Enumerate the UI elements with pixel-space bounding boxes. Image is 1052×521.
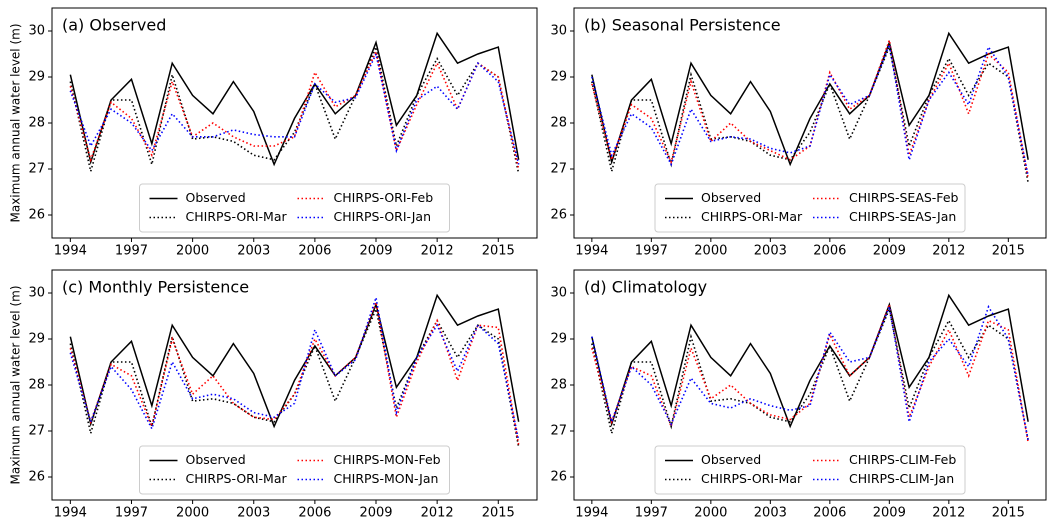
x-tick-label: 2003	[237, 506, 270, 521]
panel: 26 27 28 29 30 1994 1997 2000 2003 2006 2009 2012 20…	[550, 269, 1047, 521]
x-tick-label: 1997	[635, 506, 668, 521]
panel: 26 27 28 29 30 1994 1997 2000 2003 2006 2009 2012 20…	[9, 7, 538, 259]
y-tick-label: 27	[28, 424, 45, 439]
x-tick-label: 2006	[298, 244, 331, 259]
y-tick-label: 28	[28, 378, 45, 393]
x-tick-label: 2003	[237, 244, 270, 259]
panel-title: (c) Monthly Persistence	[62, 278, 249, 297]
y-tick-label: 29	[550, 332, 567, 347]
y-tick-label: 29	[28, 332, 45, 347]
series-line	[591, 306, 1029, 441]
x-tick-label: 2015	[482, 506, 515, 521]
y-tick-label: 29	[550, 70, 567, 85]
y-axis-label: Maximum annual water level (m)	[9, 23, 23, 222]
x-tick-label: 2000	[694, 244, 727, 259]
x-tick-label: 1997	[635, 244, 668, 259]
x-tick-label: 2015	[992, 506, 1025, 521]
series-line	[69, 297, 520, 441]
legend-label: CHIRPS-ORI-Jan	[334, 209, 432, 224]
series-line	[591, 31, 1029, 167]
y-tick-label: 28	[28, 116, 45, 131]
x-tick-label: 1994	[54, 506, 87, 521]
legend-label: CHIRPS-MON-Jan	[334, 471, 439, 486]
x-tick-label: 2006	[813, 506, 846, 521]
y-axis-label: Maximum annual water level (m)	[9, 285, 23, 484]
legend-box	[654, 183, 966, 233]
panel-title: (a) Observed	[62, 16, 166, 35]
x-tick-label: 1997	[115, 506, 148, 521]
y-tick-label: 30	[550, 286, 567, 301]
legend-label: CHIRPS-ORI-Mar	[701, 209, 803, 224]
legend-label: CHIRPS-ORI-Feb	[334, 190, 434, 205]
x-tick-label: 1994	[575, 244, 608, 259]
legend-label: CHIRPS-ORI-Mar	[701, 471, 803, 486]
panel-title: (d) Climatology	[584, 278, 707, 297]
x-tick-label: 2006	[813, 244, 846, 259]
x-tick-label: 1994	[575, 506, 608, 521]
legend-label: Observed	[186, 190, 246, 205]
x-tick-label: 2006	[298, 506, 331, 521]
x-tick-label: 2009	[359, 244, 392, 259]
legend-label: CHIRPS-CLIM-Jan	[849, 471, 954, 486]
x-tick-label: 2015	[992, 244, 1025, 259]
y-tick-label: 30	[550, 24, 567, 39]
legend-label: Observed	[701, 452, 761, 467]
series-line	[591, 41, 1029, 177]
legend-box	[139, 445, 450, 495]
legend-label: CHIRPS-CLIM-Feb	[849, 452, 956, 467]
y-tick-label: 28	[550, 378, 567, 393]
legend-label: CHIRPS-SEAS-Feb	[849, 190, 959, 205]
x-tick-label: 2009	[359, 506, 392, 521]
x-tick-label: 2012	[421, 244, 454, 259]
x-tick-label: 2000	[176, 506, 209, 521]
y-tick-label: 27	[550, 162, 567, 177]
legend-label: Observed	[186, 452, 246, 467]
x-tick-label: 2000	[694, 506, 727, 521]
series-line	[69, 31, 520, 167]
legend-label: CHIRPS-SEAS-Jan	[849, 209, 956, 224]
x-tick-label: 2015	[482, 244, 515, 259]
series-line	[69, 299, 520, 445]
x-tick-label: 2009	[873, 506, 906, 521]
x-tick-label: 1994	[54, 244, 87, 259]
y-tick-label: 26	[28, 470, 45, 485]
y-tick-label: 27	[28, 162, 45, 177]
x-tick-label: 2009	[873, 244, 906, 259]
y-tick-label: 26	[550, 470, 567, 485]
x-tick-label: 2012	[421, 506, 454, 521]
y-tick-label: 29	[28, 70, 45, 85]
x-tick-label: 2012	[932, 244, 965, 259]
y-tick-label: 26	[28, 208, 45, 223]
legend-box	[654, 445, 966, 495]
x-tick-label: 2000	[176, 244, 209, 259]
panel-title: (b) Seasonal Persistence	[584, 16, 781, 35]
y-tick-label: 28	[550, 116, 567, 131]
panel: 26 27 28 29 30 1994 1997 2000 2003 2006 2009 2012 20…	[9, 269, 538, 521]
series-line	[69, 44, 520, 174]
legend-label: CHIRPS-MON-Feb	[334, 452, 441, 467]
legend-box	[139, 183, 450, 233]
series-line	[591, 303, 1029, 441]
series-line	[591, 44, 1029, 183]
series-line	[69, 49, 520, 170]
y-tick-label: 26	[550, 208, 567, 223]
series-line	[69, 293, 520, 429]
series-line	[591, 37, 1029, 179]
series-line	[69, 51, 520, 165]
x-tick-label: 2003	[754, 244, 787, 259]
legend-label: CHIRPS-ORI-Mar	[186, 471, 288, 486]
legend-label: CHIRPS-ORI-Mar	[186, 209, 288, 224]
x-tick-label: 2003	[754, 506, 787, 521]
series-line	[69, 306, 520, 448]
series-line	[591, 293, 1029, 429]
y-tick-label: 27	[550, 424, 567, 439]
panel: 26 27 28 29 30 1994 1997 2000 2003 2006 2009 2012 20…	[550, 7, 1047, 259]
series-line	[591, 301, 1029, 443]
legend-label: Observed	[701, 190, 761, 205]
x-tick-label: 1997	[115, 244, 148, 259]
y-tick-label: 30	[28, 286, 45, 301]
x-tick-label: 2012	[932, 506, 965, 521]
y-tick-label: 30	[28, 24, 45, 39]
